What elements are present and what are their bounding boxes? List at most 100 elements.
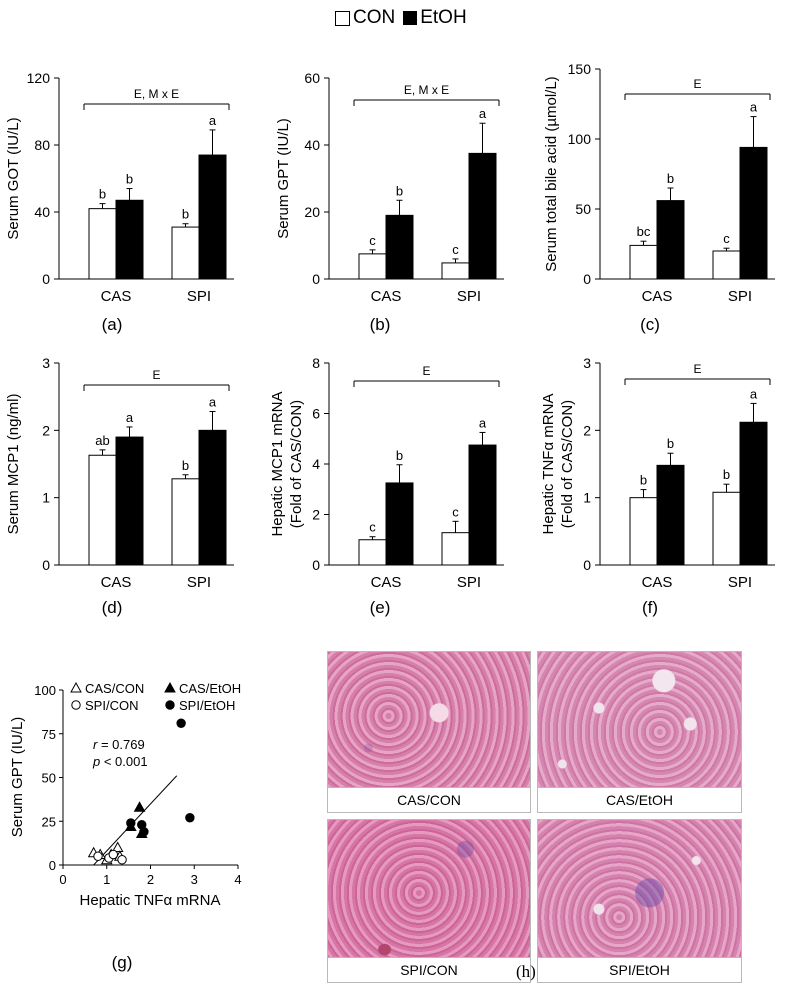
y-tick-label: 50	[575, 201, 591, 217]
significance-label: E, M x E	[134, 87, 179, 101]
y-tick-label: 150	[568, 61, 592, 77]
correlation-r-symbol: r	[93, 737, 98, 752]
bar-con	[358, 253, 387, 280]
y-tick-label: 3	[42, 355, 50, 371]
scatter-legend-marker	[165, 700, 175, 710]
x-tick-label: SPI	[187, 574, 211, 591]
y-tick-label: 2	[42, 422, 50, 438]
significance-letter: b	[126, 172, 133, 187]
x-tick-label: SPI	[728, 288, 752, 305]
y-tick-label: 100	[568, 131, 592, 147]
bar-con	[171, 478, 200, 566]
significance-letter: c	[369, 520, 376, 535]
correlation-r: r = 0.769	[93, 737, 145, 752]
x-tick-label: CAS	[101, 574, 132, 591]
significance-letter: a	[750, 386, 758, 401]
panel-letter: (c)	[640, 315, 660, 334]
histology-caption: SPI/CON	[328, 957, 530, 982]
panel-letter-h: (h)	[516, 962, 536, 981]
y-tick-label: 25	[42, 814, 56, 829]
y-tick-label: 0	[312, 271, 320, 287]
y-axis-label: (Fold of CAS/CON)	[288, 400, 305, 528]
bar-etoh	[385, 482, 414, 566]
x-tick-label: SPI	[187, 288, 211, 305]
y-tick-label: 3	[583, 355, 591, 371]
significance-letter: b	[640, 473, 647, 488]
bar-etoh	[115, 436, 144, 566]
significance-letter: b	[182, 458, 189, 473]
significance-letter: a	[479, 415, 487, 430]
scatter-point	[108, 849, 119, 860]
scatter-point	[176, 718, 186, 728]
bar-con	[88, 208, 117, 280]
significance-letter: c	[452, 242, 459, 257]
significance-label: E	[693, 362, 701, 376]
significance-label: E	[152, 368, 160, 382]
scatter-legend-label: CAS/EtOH	[179, 681, 241, 696]
bar-etoh	[656, 200, 685, 280]
y-tick-label: 40	[34, 204, 50, 220]
scatter-legend-marker	[70, 681, 82, 693]
bar-con	[88, 454, 117, 566]
y-tick-label: 6	[312, 406, 320, 422]
panel-letter: (g)	[112, 953, 133, 972]
scatter-legend-marker	[164, 681, 176, 693]
bar-etoh	[739, 146, 768, 280]
y-tick-label: 100	[34, 683, 56, 698]
y-tick-label: 75	[42, 727, 56, 742]
scatter-legend-label: CAS/CON	[85, 681, 144, 696]
significance-letter: a	[209, 113, 217, 128]
y-tick-label: 80	[34, 137, 50, 153]
x-tick-label: CAS	[371, 288, 402, 305]
correlation-p: p < 0.001	[92, 754, 148, 769]
legend-etoh-swatch	[403, 11, 418, 25]
bar-con	[629, 244, 658, 280]
y-tick-label: 0	[583, 271, 591, 287]
y-axis-label: Hepatic MCP1 mRNA	[269, 391, 286, 536]
scatter-legend-marker	[71, 700, 81, 710]
scatter-legend-label: SPI/CON	[85, 698, 138, 713]
y-tick-label: 1	[42, 490, 50, 506]
y-tick-label: 8	[312, 355, 320, 371]
bar-etoh	[739, 421, 768, 566]
significance-letter: c	[452, 504, 459, 519]
bar-etoh	[468, 444, 497, 566]
significance-letter: b	[667, 436, 674, 451]
scatter-point	[185, 813, 195, 823]
significance-letter: b	[396, 448, 403, 463]
bar-etoh	[115, 199, 144, 280]
bar-con	[358, 539, 387, 566]
x-tick-label: 4	[234, 872, 241, 887]
y-tick-label: 1	[583, 490, 591, 506]
bar-panel: 0 1 2 3 Serum MCP1 (ng/ml) Eab a CAS b a SPI (d)	[5, 355, 234, 617]
bar-con	[712, 491, 741, 566]
scatter-point	[133, 801, 146, 812]
panel-letter: (e)	[370, 598, 391, 617]
scatter-point	[117, 855, 127, 865]
significance-letter: bc	[637, 224, 651, 239]
y-tick-label: 40	[304, 137, 320, 153]
bar-panel: 0 2 4 6 8 Hepatic MCP1 mRNA (Fold of CAS/CON) E…	[269, 355, 504, 617]
bar-etoh	[198, 154, 227, 280]
x-tick-label: 2	[147, 872, 154, 887]
y-axis-label: Serum total bile acid (µmol/L)	[543, 76, 560, 271]
x-tick-label: CAS	[642, 574, 673, 591]
x-tick-label: 0	[59, 872, 66, 887]
y-tick-label: 20	[304, 204, 320, 220]
x-axis-label: Hepatic TNFα mRNA	[80, 892, 221, 909]
histology-image-cas-etoh: CAS/EtOH	[537, 651, 742, 813]
panel-letter: (f)	[642, 598, 658, 617]
correlation-p-value: < 0.001	[100, 754, 147, 769]
histology-image-cas-con: CAS/CON	[327, 651, 531, 813]
histology-image-spi-etoh: SPI/EtOH	[537, 819, 742, 983]
figure-legend: CON EtOH	[335, 6, 467, 30]
bar-panel: 0 40 80 120 Serum GOT (IU/L) E, M x E b b CAS b a S…	[5, 70, 234, 334]
y-tick-label: 120	[27, 70, 51, 86]
significance-letter: a	[750, 100, 758, 115]
correlation-r-value: = 0.769	[97, 737, 144, 752]
significance-letter: c	[723, 231, 730, 246]
significance-label: E, M x E	[404, 83, 449, 97]
significance-letter: a	[126, 410, 134, 425]
significance-letter: a	[209, 394, 217, 409]
